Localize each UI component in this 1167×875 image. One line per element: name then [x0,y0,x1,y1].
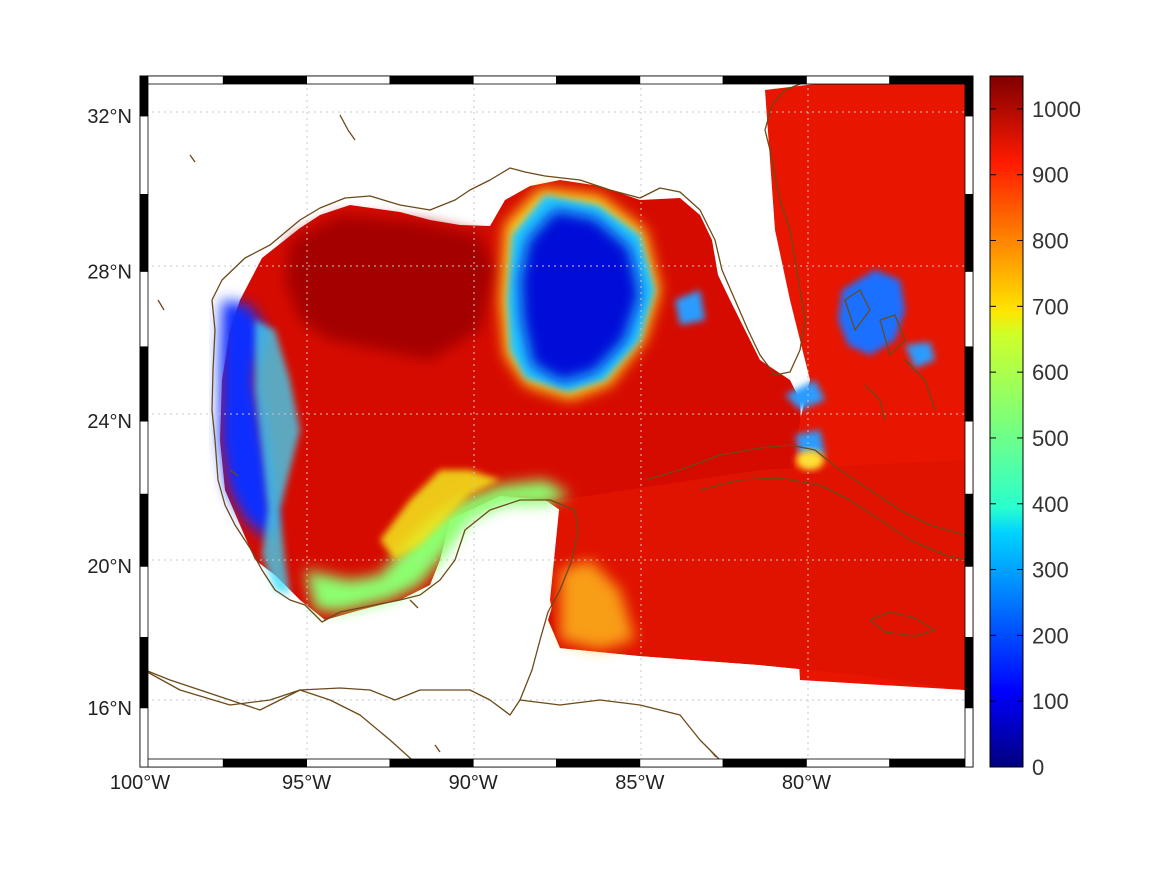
region-caribbean [550,460,965,690]
y-tick-label: 28°N [87,261,132,283]
frame-segment-left [139,346,149,422]
region-campeche-yellow [380,470,500,560]
frame-segment-right [964,636,974,709]
colorbar-tick-label: 200 [1032,623,1069,648]
y-tick-label: 24°N [87,411,132,433]
frame-segment-right [964,707,974,768]
frame-segment-right [964,346,974,422]
frame-segment-right [964,270,974,348]
frame-segment-top [889,75,974,85]
frame-segment-bottom [639,758,724,768]
frame-segment-right [964,75,974,117]
y-tick-labels: 16°N 20°N 24°N 28°N 32°N [87,106,132,720]
frame-segment-bottom [139,758,224,768]
colorbar-ticks: 0 100 200 300 400 500 600 700 800 900 1000 [990,97,1081,780]
coastline-bahamas [844,289,936,421]
coastline-central-america [140,667,721,767]
region-cuba-yellow [796,450,824,470]
frame-segment-left [139,75,149,117]
region-western-gulf-core [285,215,495,360]
coastline-islands [157,114,717,758]
x-tick-label: 100°W [110,772,170,794]
frame-segment-left [139,115,149,195]
frame-segment-left [139,636,149,709]
colorbar-tick-label: 100 [1032,689,1069,714]
frame-checker [139,75,974,768]
frame-segment-right [964,193,974,272]
frame-segment-left [139,193,149,272]
region-mexico-coast-cyan [255,320,300,595]
frame-segment-left [139,707,149,768]
frame-segment-right [964,115,974,195]
frame-segment-right [964,493,974,567]
frame-segment-bottom [889,758,974,768]
frame-segment-top [306,75,391,85]
region-yucatan-yellow [560,560,635,650]
colorbar [989,75,1024,768]
colorbar-tick-label: 300 [1032,558,1069,583]
frame-segment-bottom [806,758,891,768]
frame-segment-right [964,565,974,638]
colorbar-tick-label: 700 [1032,294,1069,319]
frame-segment-top [139,75,224,85]
coastline-us-gulf [211,76,816,376]
frame-segment-left [139,493,149,567]
frame-segment-bottom [389,758,474,768]
x-tick-labels: 100°W 95°W 90°W 85°W 80°W [110,772,831,794]
colorbar-tick-label: 0 [1032,755,1044,780]
frame-segment-left [139,420,149,495]
heatmap-field [220,84,965,690]
region-loop-core [520,210,640,382]
frame-segment-bottom [472,758,557,768]
coastline-mexico [140,299,579,716]
frame-segment-bottom [222,758,308,768]
x-tick-label: 80°W [782,772,831,794]
y-tick-label: 16°N [87,698,132,720]
frame-segment-top [472,75,557,85]
frame-segment-bottom [306,758,391,768]
colorbar-tick-label: 500 [1032,426,1069,451]
colorbar-tick-label: 800 [1032,229,1069,254]
coastline-jamaica [869,611,936,637]
frame-segment-top [722,75,807,85]
x-tick-label: 85°W [615,772,664,794]
region-mexico-coast [220,300,275,540]
colorbar-tick-label: 900 [1032,163,1069,188]
colorbar-tick-label: 1000 [1032,97,1081,122]
y-tick-label: 20°N [87,556,132,578]
region-bahamas-small [675,290,935,455]
colorbar-tick-label: 400 [1032,492,1069,517]
frame-segment-top [389,75,474,85]
frame-segment-left [139,270,149,348]
y-tick-label: 32°N [87,106,132,128]
frame-segment-left [139,565,149,638]
frame-segment-top [556,75,641,85]
frame-segment-top [806,75,891,85]
coastline-cuba [644,444,966,561]
frame-segment-bottom [722,758,807,768]
region-bahamas [838,270,905,355]
frame-segment-top [222,75,308,85]
x-tick-label: 95°W [282,772,331,794]
frame-segment-bottom [556,758,641,768]
frame-segment-top [639,75,724,85]
frame-segment-right [964,420,974,495]
x-tick-label: 90°W [449,772,498,794]
colorbar-tick-label: 600 [1032,360,1069,385]
coastlines [140,76,966,767]
region-bay-of-campeche [305,480,570,612]
